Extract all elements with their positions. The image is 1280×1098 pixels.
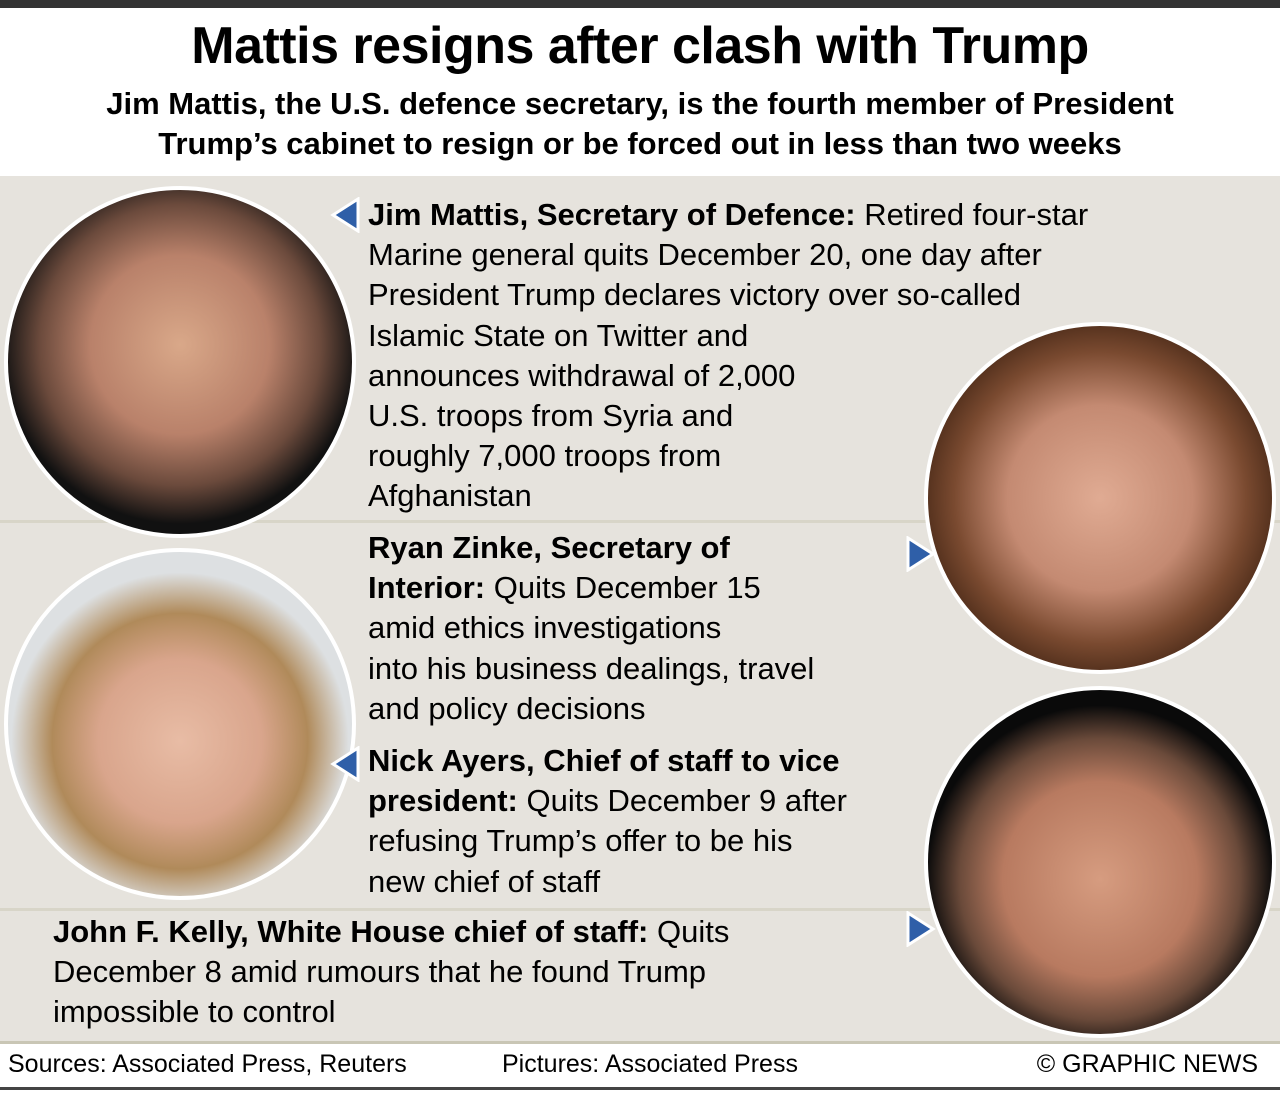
entry-ryan-zinke: Ryan Zinke, Secretary of Interior: Quits… [368,528,814,729]
entry-text: Quits December 15 [485,570,761,606]
entry-text: new chief of staff [368,863,601,899]
subtitle-line-2: Trump’s cabinet to resign or be forced o… [158,126,1122,161]
entry-john-kelly: John F. Kelly, White House chief of staf… [53,912,729,1033]
entry-text: impossible to control [53,994,336,1030]
arrow-left-icon [330,746,360,782]
divider [0,520,1280,523]
entry-name: Ryan Zinke, Secretary of [368,530,730,565]
entry-text: into his business dealings, travel [368,650,815,686]
entry-name: John F. Kelly, White House chief of staf… [53,914,649,949]
arrow-right-icon [906,536,936,572]
entry-text: Retired four-star [855,197,1089,232]
entry-name: Nick Ayers, Chief of staff to vice [368,743,840,778]
arrow-right-icon [906,911,936,947]
entry-text: refusing Trump’s offer to be his [368,823,793,859]
entry-text: Quits December 9 after [517,783,847,819]
subtitle-line-1: Jim Mattis, the U.S. defence secretary, … [106,86,1174,121]
entry-text: Afghanistan [368,478,532,514]
entry-jim-mattis: Jim Mattis, Secretary of Defence: Retire… [368,195,1088,517]
graphic-news-credit: © GRAPHIC NEWS [1036,1050,1258,1078]
photo-john-kelly [924,686,1276,1038]
entry-name: president: [368,783,518,819]
arrow-left-icon [330,197,360,233]
entry-text: and policy decisions [368,690,646,726]
entry-text: amid ethics investigations [368,610,722,646]
photo-jim-mattis [4,186,356,538]
entry-text: Marine general quits December 20, one da… [368,237,1042,273]
entry-text: December 8 amid rumours that he found Tr… [53,954,707,990]
top-bar [0,0,1280,8]
photo-nick-ayers [4,548,356,900]
entry-name: Interior: [368,570,486,606]
entry-text: President Trump declares victory over so… [368,277,1021,313]
entry-text: announces withdrawal of 2,000 [368,357,796,393]
entry-text: roughly 7,000 troops from [368,438,722,474]
divider [0,908,1280,911]
entry-text: Islamic State on Twitter and [368,317,749,353]
photo-ryan-zinke [924,322,1276,674]
sources-credit: Sources: Associated Press, Reuters [8,1050,407,1078]
headline: Mattis resigns after clash with Trump [191,17,1089,75]
entry-name: Jim Mattis, Secretary of Defence: [368,197,856,232]
pictures-credit: Pictures: Associated Press [502,1050,798,1078]
bottom-rule [0,1087,1280,1090]
entry-text: U.S. troops from Syria and [368,398,734,434]
entry-nick-ayers: Nick Ayers, Chief of staff to vice presi… [368,741,847,902]
entry-text: Quits [648,914,730,949]
